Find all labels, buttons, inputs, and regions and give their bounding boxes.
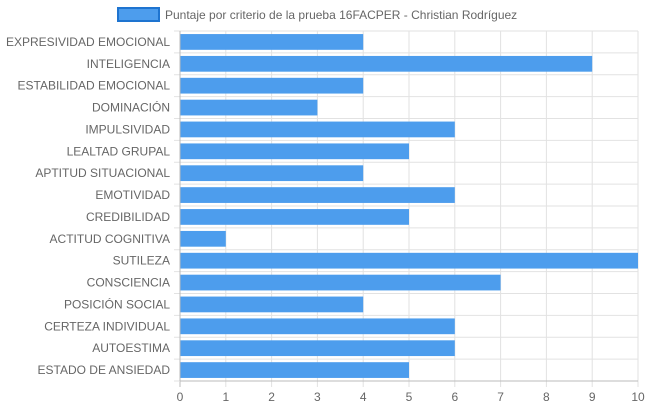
- category-label: INTELIGENCIA: [87, 57, 170, 71]
- category-label: CREDIBILIDAD: [86, 210, 170, 224]
- category-labels: EXPRESIVIDAD EMOCIONAL INTELIGENCIA ESTABI…: [6, 35, 170, 377]
- bar[interactable]: [180, 34, 364, 50]
- x-tick-label: 10: [631, 390, 645, 404]
- x-tick-label: 4: [360, 390, 367, 404]
- x-tick-label: 8: [543, 390, 550, 404]
- bars: [180, 34, 638, 378]
- category-label: EMOTIVIDAD: [95, 188, 170, 202]
- bar[interactable]: [180, 77, 364, 94]
- category-label: ESTADO DE ANSIEDAD: [38, 363, 171, 377]
- bar[interactable]: [180, 362, 409, 378]
- legend[interactable]: Puntaje por criterio de la prueba 16FACP…: [117, 7, 517, 22]
- tick-labels: 0 1 2 3 4 5 6 7 8 9 10: [177, 390, 645, 404]
- bar[interactable]: [180, 340, 455, 357]
- category-label: SUTILEZA: [113, 254, 170, 268]
- category-label: DOMINACIÓN: [92, 100, 170, 115]
- bar[interactable]: [180, 143, 409, 160]
- category-label: CONSCIENCIA: [87, 276, 170, 290]
- bar[interactable]: [180, 187, 455, 203]
- category-label: IMPULSIVIDAD: [85, 122, 170, 136]
- bar[interactable]: [180, 274, 501, 291]
- bar[interactable]: [180, 318, 455, 335]
- category-label: CERTEZA INDIVIDUAL: [44, 319, 170, 333]
- category-label: ESTABILIDAD EMOCIONAL: [18, 79, 171, 93]
- x-tick-label: 3: [314, 390, 321, 404]
- bar[interactable]: [180, 99, 318, 116]
- category-label: AUTOESTIMA: [92, 341, 170, 355]
- x-tick-label: 7: [497, 390, 504, 404]
- category-label: EXPRESIVIDAD EMOCIONAL: [6, 35, 170, 49]
- bar[interactable]: [180, 209, 409, 225]
- category-label: ACTITUD COGNITIVA: [50, 232, 170, 246]
- x-tick-label: 1: [222, 390, 229, 404]
- x-tick-label: 5: [406, 390, 413, 404]
- x-tick-label: 2: [268, 390, 275, 404]
- axes: [179, 31, 638, 382]
- legend-swatch: [117, 7, 160, 22]
- category-label: LEALTAD GRUPAL: [67, 144, 171, 158]
- bar[interactable]: [180, 230, 226, 247]
- category-label: POSICIÓN SOCIAL: [64, 296, 170, 311]
- bar[interactable]: [180, 296, 364, 313]
- category-label: APTITUD SITUACIONAL: [35, 166, 170, 180]
- bar[interactable]: [180, 252, 638, 269]
- bar[interactable]: [180, 121, 455, 138]
- x-tick-label: 6: [451, 390, 458, 404]
- bar[interactable]: [180, 55, 593, 72]
- legend-label: Puntaje por criterio de la prueba 16FACP…: [165, 8, 517, 22]
- x-tick-label: 9: [589, 390, 596, 404]
- grid: [174, 30, 639, 387]
- bar[interactable]: [180, 165, 364, 182]
- x-tick-label: 0: [177, 390, 184, 404]
